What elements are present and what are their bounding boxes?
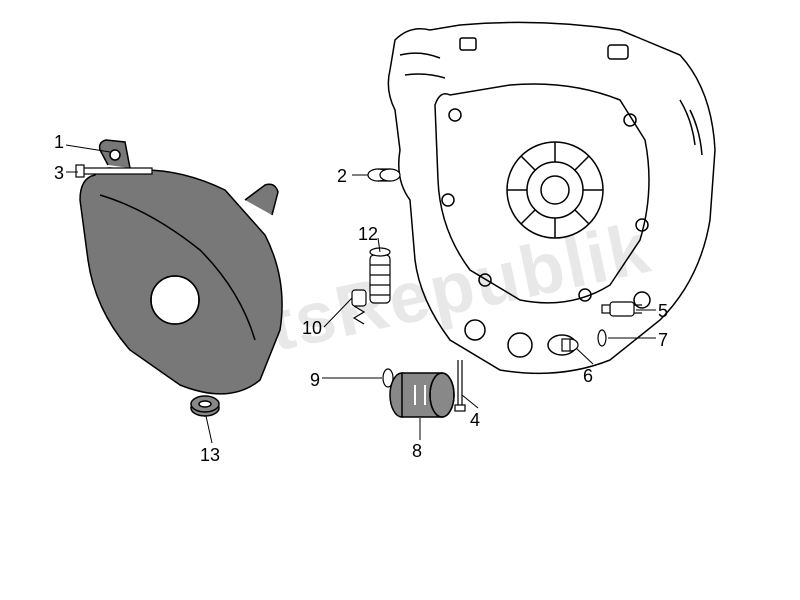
parts-diagram: PartsRepublik bbox=[0, 0, 800, 600]
callout-5: 5 bbox=[658, 301, 668, 322]
washer-7 bbox=[598, 330, 606, 346]
callout-2: 2 bbox=[337, 166, 347, 187]
grommet-13 bbox=[191, 396, 219, 416]
callout-6: 6 bbox=[583, 366, 593, 387]
callout-4: 4 bbox=[470, 410, 480, 431]
bypass-valve bbox=[370, 248, 390, 303]
callout-3: 3 bbox=[54, 163, 64, 184]
callout-10: 10 bbox=[302, 318, 322, 339]
callout-1: 1 bbox=[54, 132, 64, 153]
callout-8: 8 bbox=[412, 441, 422, 462]
dowel-pin bbox=[368, 169, 400, 181]
flywheel-cover bbox=[80, 140, 282, 394]
bolt-4 bbox=[455, 360, 465, 411]
callout-7: 7 bbox=[658, 330, 668, 351]
callout-13: 13 bbox=[200, 445, 220, 466]
callout-12: 12 bbox=[358, 224, 378, 245]
cap-6 bbox=[562, 339, 578, 351]
oil-filter bbox=[390, 373, 454, 417]
plug-10 bbox=[352, 290, 366, 324]
callout-9: 9 bbox=[310, 370, 320, 391]
diagram-svg bbox=[0, 0, 800, 600]
